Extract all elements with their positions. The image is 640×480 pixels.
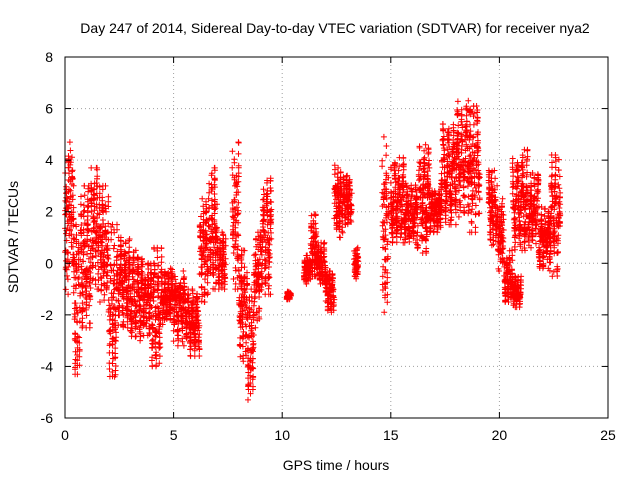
y-tick-label: 8 <box>45 49 53 65</box>
y-tick-labels: -6 -4 -2 0 2 4 6 8 <box>41 49 54 426</box>
y-tick-label: -6 <box>41 410 54 426</box>
x-tick-labels: 0 5 10 15 20 25 <box>61 427 616 443</box>
chart-title: Day 247 of 2014, Sidereal Day-to-day VTE… <box>80 20 590 36</box>
x-tick-label: 5 <box>170 427 178 443</box>
y-tick-label: -4 <box>41 358 54 374</box>
x-tick-label: 25 <box>600 427 616 443</box>
x-tick-label: 10 <box>274 427 290 443</box>
x-axis-label: GPS time / hours <box>283 457 390 473</box>
sdtvar-series-markers <box>62 97 564 403</box>
x-tick-label: 15 <box>383 427 399 443</box>
y-tick-label: -2 <box>41 307 54 323</box>
y-tick-label: 6 <box>45 101 53 117</box>
y-tick-label: 4 <box>45 152 53 168</box>
x-tick-label: 20 <box>492 427 508 443</box>
y-axis-label: SDTVAR / TECUs <box>5 181 21 293</box>
y-tick-label: 2 <box>45 204 53 220</box>
data-points <box>62 97 564 403</box>
x-tick-label: 0 <box>61 427 69 443</box>
axis-ticks <box>64 56 609 419</box>
y-tick-label: 0 <box>45 255 53 271</box>
plot-frame <box>64 56 609 419</box>
